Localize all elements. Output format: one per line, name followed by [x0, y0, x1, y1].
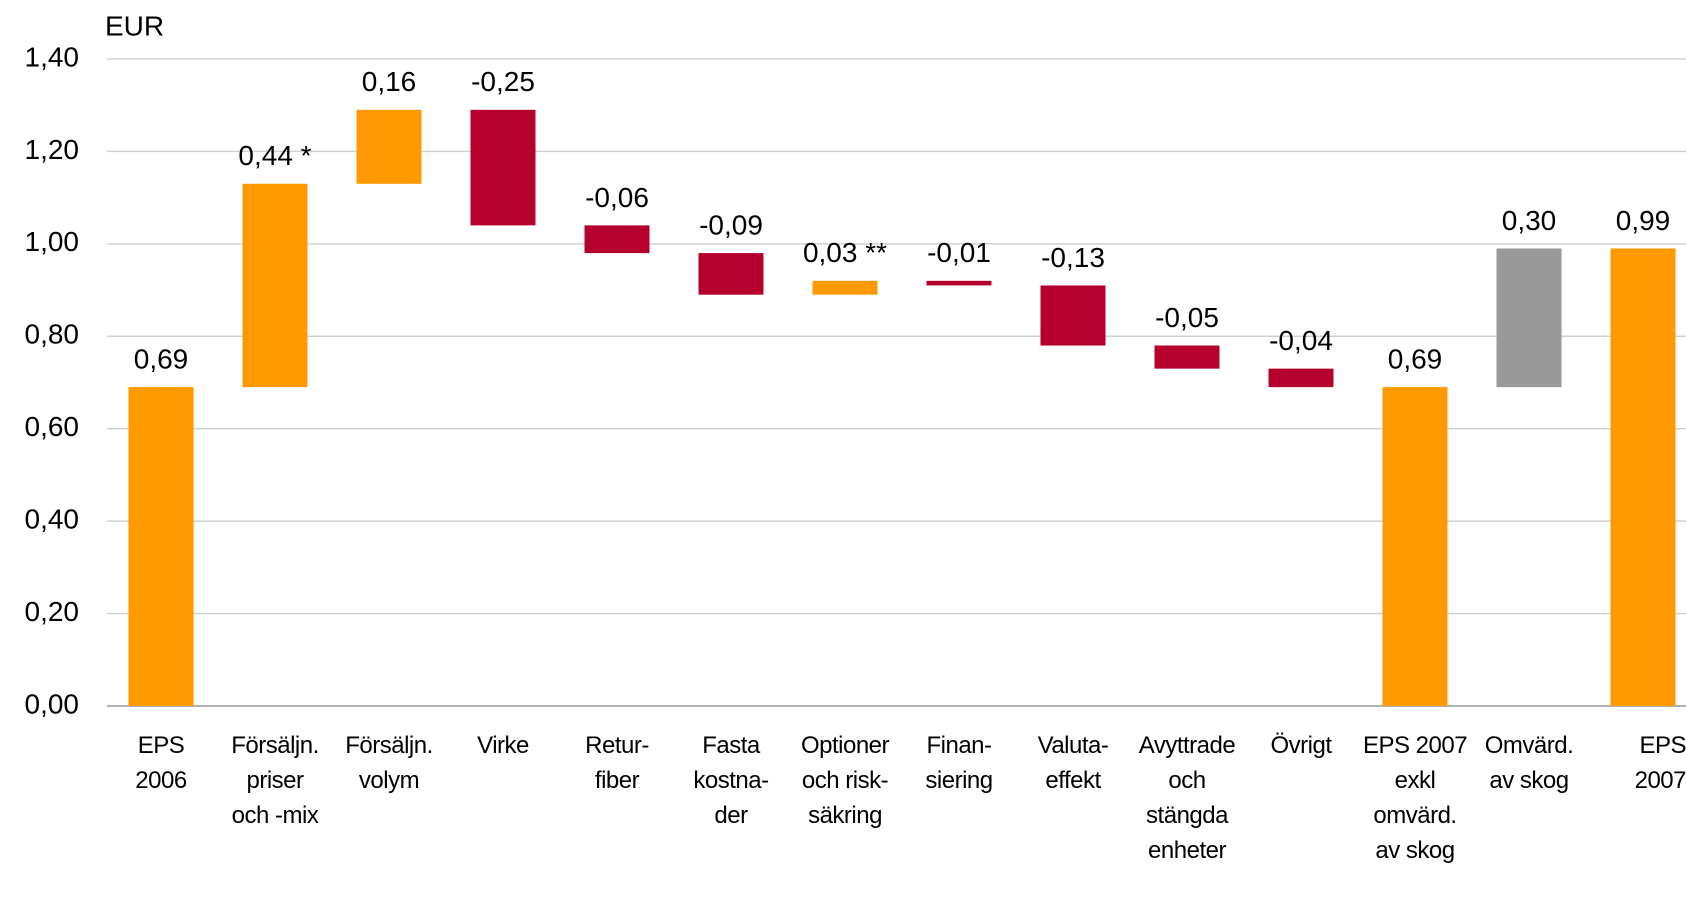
value-label: 0,30 [1502, 205, 1557, 236]
value-label: 0,69 [1388, 344, 1443, 375]
value-label: 0,44 * [238, 140, 311, 171]
bar [926, 280, 992, 286]
value-label: -0,01 [927, 237, 991, 268]
value-label: -0,04 [1269, 325, 1333, 356]
x-tick-label: Valuta- effekt [1037, 732, 1109, 794]
y-tick-label: 0,20 [25, 596, 80, 627]
bar [1154, 345, 1220, 369]
y-axis-label: EUR [105, 10, 164, 41]
bar [356, 109, 422, 184]
bar [698, 253, 764, 295]
value-label: 0,99 [1616, 205, 1671, 236]
bar [128, 387, 194, 706]
x-tick-label: Finan- siering [925, 732, 993, 794]
value-label: -0,05 [1155, 302, 1219, 333]
x-tick-label: Övrigt [1270, 732, 1332, 759]
bar [1268, 368, 1334, 388]
y-tick-label: 1,00 [25, 226, 80, 257]
y-tick-label: 0,00 [25, 688, 80, 719]
bar [1496, 248, 1562, 388]
x-tick-label: EPS 2006 [135, 732, 187, 794]
bar [242, 183, 308, 388]
y-tick-label: 0,60 [25, 411, 80, 442]
bar [1610, 248, 1676, 706]
x-tick-label: EPS 2007 [1634, 732, 1686, 794]
y-tick-label: 1,20 [25, 134, 80, 165]
x-tick-label: Virke [477, 732, 529, 759]
bar [1382, 387, 1448, 706]
value-label: -0,25 [471, 66, 535, 97]
y-tick-label: 0,80 [25, 319, 80, 350]
y-tick-label: 0,40 [25, 504, 80, 535]
value-label: 0,03 ** [803, 237, 887, 268]
value-label: -0,13 [1041, 242, 1105, 273]
x-tick-label: Omvärd. av skog [1484, 732, 1574, 794]
x-tick-label: EPS 2007 exkl omvärd. av skog [1362, 732, 1468, 864]
x-tick-label: Optioner och risk- säkring [800, 732, 890, 829]
bar [1040, 285, 1106, 346]
value-label: 0,69 [134, 344, 189, 375]
value-label: -0,09 [699, 209, 763, 240]
bar [812, 280, 878, 295]
x-tick-label: Försäljn. volym [345, 732, 433, 794]
bar [470, 109, 536, 226]
bar [584, 225, 650, 254]
x-tick-label: Försäljn. priser och -mix [231, 732, 319, 829]
value-label: -0,06 [585, 182, 649, 213]
y-tick-label: 1,40 [25, 41, 80, 72]
value-label: 0,16 [362, 66, 417, 97]
x-tick-label: Avyttrade och stängda enheter [1138, 732, 1236, 864]
x-tick-label: Retur- fiber [585, 732, 649, 794]
x-tick-label: Fasta kostna- der [693, 732, 769, 829]
